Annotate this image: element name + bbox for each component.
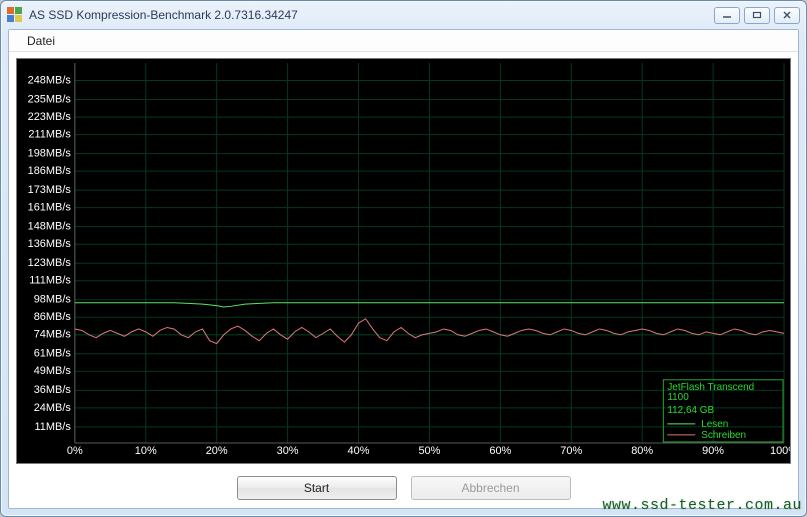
client-area: Datei 11MB/s 24MB/s 36MB/s 49MB/s 61MB/s 74MB…: [8, 29, 799, 509]
svg-text:112,64 GB: 112,64 GB: [667, 405, 714, 416]
svg-text:235MB/s: 235MB/s: [28, 93, 72, 105]
svg-text:74MB/s: 74MB/s: [34, 329, 72, 341]
svg-text:60%: 60%: [489, 445, 511, 457]
maximize-button[interactable]: [744, 7, 770, 24]
svg-text:80%: 80%: [631, 445, 653, 457]
minimize-button[interactable]: [714, 7, 740, 24]
chart-canvas: 11MB/s 24MB/s 36MB/s 49MB/s 61MB/s 74MB/s 86MB…: [17, 59, 790, 463]
svg-text:123MB/s: 123MB/s: [28, 257, 72, 269]
svg-text:10%: 10%: [135, 445, 157, 457]
svg-text:98MB/s: 98MB/s: [34, 294, 72, 306]
svg-text:223MB/s: 223MB/s: [28, 111, 72, 123]
svg-text:161MB/s: 161MB/s: [28, 202, 72, 214]
svg-text:50%: 50%: [418, 445, 440, 457]
menubar: Datei: [9, 30, 798, 52]
svg-text:24MB/s: 24MB/s: [34, 402, 72, 414]
svg-text:36MB/s: 36MB/s: [34, 384, 72, 396]
svg-text:11MB/s: 11MB/s: [35, 421, 72, 433]
menu-file[interactable]: Datei: [19, 32, 63, 50]
svg-text:90%: 90%: [702, 445, 724, 457]
svg-text:0%: 0%: [67, 445, 83, 457]
svg-text:111MB/s: 111MB/s: [29, 275, 71, 287]
window-title: AS SSD Kompression-Benchmark 2.0.7316.34…: [29, 8, 714, 22]
watermark-text: www.ssd-tester.com.au: [602, 497, 802, 514]
svg-text:100%: 100%: [770, 445, 790, 457]
close-button[interactable]: [774, 7, 800, 24]
svg-text:248MB/s: 248MB/s: [28, 74, 72, 86]
svg-text:Lesen: Lesen: [701, 419, 728, 430]
svg-text:173MB/s: 173MB/s: [28, 184, 72, 196]
svg-text:61MB/s: 61MB/s: [34, 348, 72, 360]
svg-text:40%: 40%: [348, 445, 370, 457]
svg-text:20%: 20%: [206, 445, 228, 457]
app-icon: [7, 7, 23, 23]
svg-text:186MB/s: 186MB/s: [28, 165, 72, 177]
start-button[interactable]: Start: [237, 476, 397, 500]
cancel-button[interactable]: Abbrechen: [411, 476, 571, 500]
svg-text:136MB/s: 136MB/s: [28, 238, 72, 250]
svg-text:49MB/s: 49MB/s: [34, 365, 72, 377]
svg-text:86MB/s: 86MB/s: [34, 311, 72, 323]
svg-text:30%: 30%: [277, 445, 299, 457]
svg-text:1100: 1100: [667, 392, 689, 403]
svg-text:211MB/s: 211MB/s: [28, 129, 71, 141]
svg-text:148MB/s: 148MB/s: [28, 221, 72, 233]
window-controls: [714, 7, 800, 24]
svg-text:70%: 70%: [560, 445, 582, 457]
svg-text:198MB/s: 198MB/s: [28, 148, 72, 160]
titlebar[interactable]: AS SSD Kompression-Benchmark 2.0.7316.34…: [1, 1, 806, 29]
svg-text:Schreiben: Schreiben: [701, 430, 746, 441]
benchmark-chart: 11MB/s 24MB/s 36MB/s 49MB/s 61MB/s 74MB/s 86MB…: [16, 58, 791, 464]
app-window: AS SSD Kompression-Benchmark 2.0.7316.34…: [0, 0, 807, 517]
